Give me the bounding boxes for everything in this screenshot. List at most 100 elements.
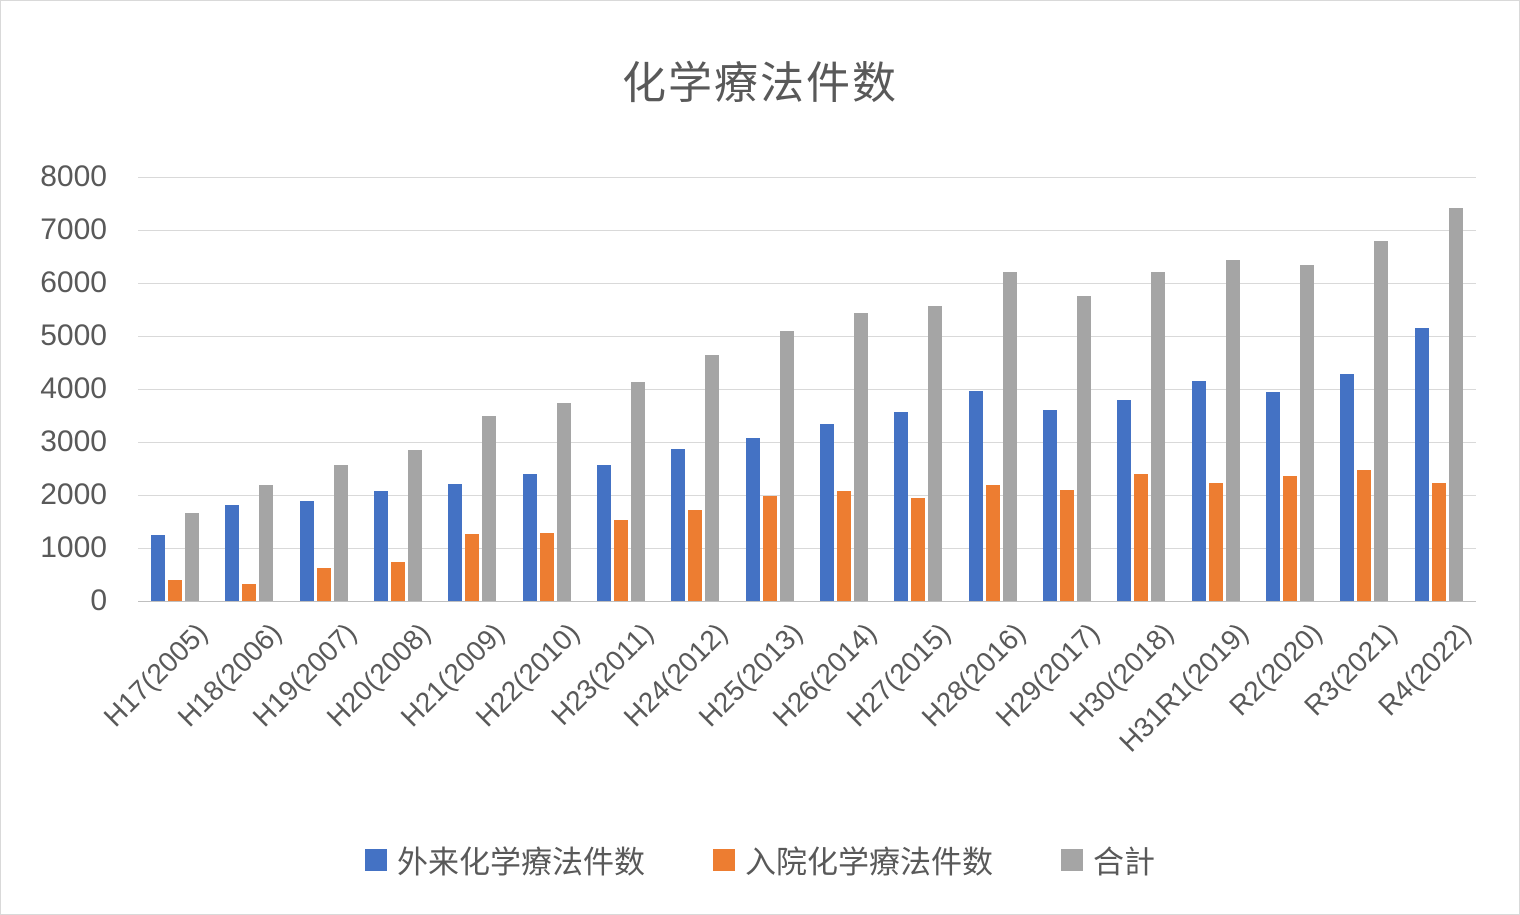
bar bbox=[1002, 271, 1017, 601]
bar bbox=[1043, 410, 1058, 601]
bar bbox=[614, 519, 629, 601]
gridline bbox=[138, 176, 1476, 178]
bar bbox=[482, 415, 497, 601]
bar bbox=[539, 533, 554, 601]
bar bbox=[1151, 271, 1166, 601]
bar bbox=[259, 484, 274, 601]
y-axis-label: 4000 bbox=[40, 372, 107, 405]
bar bbox=[820, 423, 835, 601]
legend-swatch-outpatient-icon bbox=[365, 848, 387, 871]
bar-group bbox=[584, 177, 658, 601]
bar-group bbox=[733, 177, 807, 601]
bar bbox=[631, 381, 646, 601]
bar bbox=[928, 305, 943, 601]
gridline bbox=[138, 388, 1476, 390]
bar-group bbox=[138, 177, 212, 601]
gridline bbox=[138, 282, 1476, 284]
bar bbox=[745, 438, 760, 601]
bar bbox=[1208, 482, 1223, 601]
bar bbox=[408, 449, 423, 601]
bar-group bbox=[807, 177, 881, 601]
bar-group bbox=[1030, 177, 1104, 601]
gridline bbox=[138, 229, 1476, 231]
bar-group bbox=[1179, 177, 1253, 601]
bar bbox=[779, 330, 794, 601]
bar bbox=[597, 464, 612, 601]
bar bbox=[299, 500, 314, 601]
y-axis-label: 7000 bbox=[40, 213, 107, 246]
bar bbox=[1283, 475, 1298, 601]
y-axis-label: 0 bbox=[90, 584, 107, 617]
bar-group bbox=[212, 177, 286, 601]
bar bbox=[316, 567, 331, 601]
gridline bbox=[138, 494, 1476, 496]
bar bbox=[1225, 260, 1240, 601]
gridline bbox=[138, 600, 1476, 602]
bar bbox=[1117, 400, 1132, 601]
bar bbox=[894, 411, 909, 601]
y-axis-label: 5000 bbox=[40, 319, 107, 352]
legend-item-inpatient: 入院化学療法件数 bbox=[713, 837, 993, 882]
bar bbox=[391, 561, 406, 601]
bar bbox=[1300, 264, 1315, 601]
y-axis-label: 3000 bbox=[40, 425, 107, 458]
bar bbox=[671, 448, 686, 601]
y-axis-label: 8000 bbox=[40, 160, 107, 193]
bar bbox=[1077, 296, 1092, 601]
gridline bbox=[138, 441, 1476, 443]
legend: 外来化学療法件数 入院化学療法件数 合計 bbox=[1, 837, 1519, 882]
y-axis-label: 6000 bbox=[40, 266, 107, 299]
gridline bbox=[138, 547, 1476, 549]
bar bbox=[688, 509, 703, 601]
plot-area bbox=[138, 176, 1476, 602]
bar-group bbox=[956, 177, 1030, 601]
bar bbox=[225, 505, 240, 601]
bar-group bbox=[881, 177, 955, 601]
legend-item-outpatient: 外来化学療法件数 bbox=[365, 837, 645, 882]
bar bbox=[837, 491, 852, 601]
bar bbox=[522, 473, 537, 601]
bar-group bbox=[1327, 177, 1401, 601]
bar bbox=[985, 484, 1000, 601]
bar bbox=[1431, 482, 1446, 601]
bar bbox=[705, 354, 720, 601]
bar bbox=[448, 484, 463, 601]
y-axis-label: 1000 bbox=[40, 531, 107, 564]
bar bbox=[854, 312, 869, 601]
bar bbox=[1134, 473, 1149, 601]
bar bbox=[1414, 328, 1429, 601]
bar-group bbox=[361, 177, 435, 601]
bar bbox=[1357, 469, 1372, 601]
bar-group bbox=[510, 177, 584, 601]
bar bbox=[1266, 392, 1281, 601]
bar bbox=[1340, 373, 1355, 601]
legend-label-outpatient: 外来化学療法件数 bbox=[397, 845, 645, 880]
bar bbox=[168, 580, 183, 601]
bar bbox=[1060, 490, 1075, 601]
bar bbox=[242, 584, 257, 601]
bar-group bbox=[1253, 177, 1327, 601]
legend-label-total: 合計 bbox=[1093, 845, 1155, 880]
bar-group bbox=[658, 177, 732, 601]
bar-group bbox=[287, 177, 361, 601]
y-axis-label: 2000 bbox=[40, 478, 107, 511]
bar bbox=[374, 491, 389, 601]
bar bbox=[911, 498, 926, 601]
bar bbox=[151, 534, 166, 601]
bar bbox=[465, 534, 480, 601]
bar bbox=[556, 403, 571, 601]
legend-item-total: 合計 bbox=[1061, 837, 1155, 882]
bar bbox=[1448, 208, 1463, 601]
bar bbox=[333, 465, 348, 601]
bar bbox=[1191, 380, 1206, 601]
bar bbox=[1374, 240, 1389, 601]
bar bbox=[185, 512, 200, 601]
bar bbox=[762, 496, 777, 601]
bar-group bbox=[1104, 177, 1178, 601]
legend-swatch-inpatient-icon bbox=[713, 848, 735, 871]
bar-group bbox=[1402, 177, 1476, 601]
bar bbox=[968, 391, 983, 601]
bar-group bbox=[435, 177, 509, 601]
gridline bbox=[138, 335, 1476, 337]
